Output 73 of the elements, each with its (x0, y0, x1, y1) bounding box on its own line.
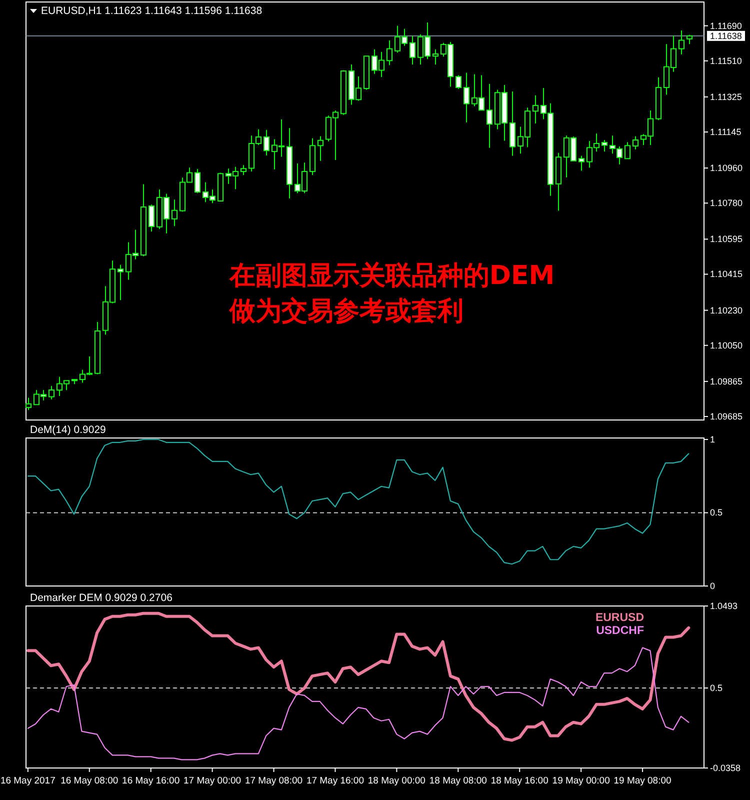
y-tick-label: 0.5 (710, 508, 723, 518)
candlestick (94, 321, 101, 375)
y-tick-label: 1.09865 (710, 376, 743, 386)
y-tick-label: 1.11325 (710, 92, 742, 102)
candlestick (263, 129, 270, 156)
y-tick-label: 1.11690 (710, 20, 742, 31)
candlestick (363, 55, 370, 90)
candlestick (601, 139, 608, 152)
y-tick-label: 1.11510 (710, 56, 742, 66)
y-tick-label: 1.10415 (710, 269, 743, 280)
x-tick-label: 18 May 16:00 (490, 776, 548, 786)
x-tick-label: 16 May 08:00 (60, 776, 118, 786)
y-tick-label: 1 (710, 434, 716, 444)
x-tick-label: 18 May 00:00 (368, 776, 426, 786)
y-tick-label: 1.10595 (710, 234, 743, 244)
x-tick-label: 16 May 16:00 (122, 776, 180, 786)
y-tick-label: 1.11145 (710, 126, 742, 137)
y-tick-label: 0.5 (710, 683, 723, 694)
chart-title: Demarker DEM 0.9029 0.2706 (30, 592, 173, 604)
candlestick (71, 378, 78, 385)
x-tick-label: 17 May 00:00 (184, 776, 242, 786)
candlestick (555, 152, 562, 212)
x-tick-label: 17 May 16:00 (306, 776, 364, 786)
candlestick (532, 94, 539, 124)
candlestick (686, 34, 693, 45)
candlestick (140, 184, 147, 257)
annotation: 在副图显示关联品种的DEM (228, 260, 555, 291)
text: EURUSD (595, 612, 644, 624)
y-tick-label: 1.0493 (710, 601, 738, 611)
x-tick-label: 19 May 08:00 (614, 776, 672, 786)
line-series (27, 647, 690, 760)
x-tick-label: 16 May 2017 (0, 776, 56, 786)
y-tick-label: 1.10050 (710, 340, 743, 350)
chart-title: EURUSD,H1 1.11623 1.11643 1.11596 1.11638 (41, 5, 262, 17)
x-tick-label: 19 May 00:00 (552, 776, 610, 786)
candlestick (217, 172, 224, 202)
annotation: 做为交易参考或套利 (228, 296, 464, 326)
candlestick (509, 90, 516, 156)
y-tick-label: -0.0358 (710, 763, 741, 773)
candlestick (194, 168, 201, 194)
candlestick (409, 35, 416, 66)
series-label: USDCHF (596, 625, 644, 637)
candlestick (455, 74, 462, 90)
x-tick-label: 17 May 08:00 (244, 776, 303, 786)
y-tick-label: 0 (710, 581, 716, 591)
candlestick (624, 142, 631, 160)
y-tick-label: 1.10230 (710, 305, 743, 316)
candlestick (386, 40, 393, 66)
line-series (27, 438, 690, 565)
candlestick (340, 70, 347, 116)
x-tick-label: 18 May 08:00 (429, 776, 487, 786)
candlestick (171, 199, 178, 227)
candlestick (240, 164, 247, 176)
chart-title: DeM(14) 0.9029 (30, 424, 106, 436)
y-tick-label: 1.10960 (710, 163, 743, 174)
candlestick (486, 83, 493, 148)
line-series (26, 612, 690, 742)
candlestick (463, 72, 470, 123)
candlestick (632, 136, 639, 150)
candlestick (309, 138, 316, 176)
y-tick-label: 1.09685 (710, 411, 743, 422)
candlestick (48, 385, 55, 400)
candlestick (117, 264, 124, 301)
y-tick-label: 1.10780 (710, 198, 743, 208)
candlestick (432, 48, 439, 66)
candlestick (25, 397, 32, 411)
ref-line-label: 1.11638 (710, 30, 742, 41)
candlestick (317, 136, 324, 162)
candlestick (286, 128, 293, 199)
candlestick (148, 204, 155, 232)
candlestick (578, 155, 585, 172)
candlestick (655, 76, 662, 121)
candlestick (678, 30, 685, 55)
